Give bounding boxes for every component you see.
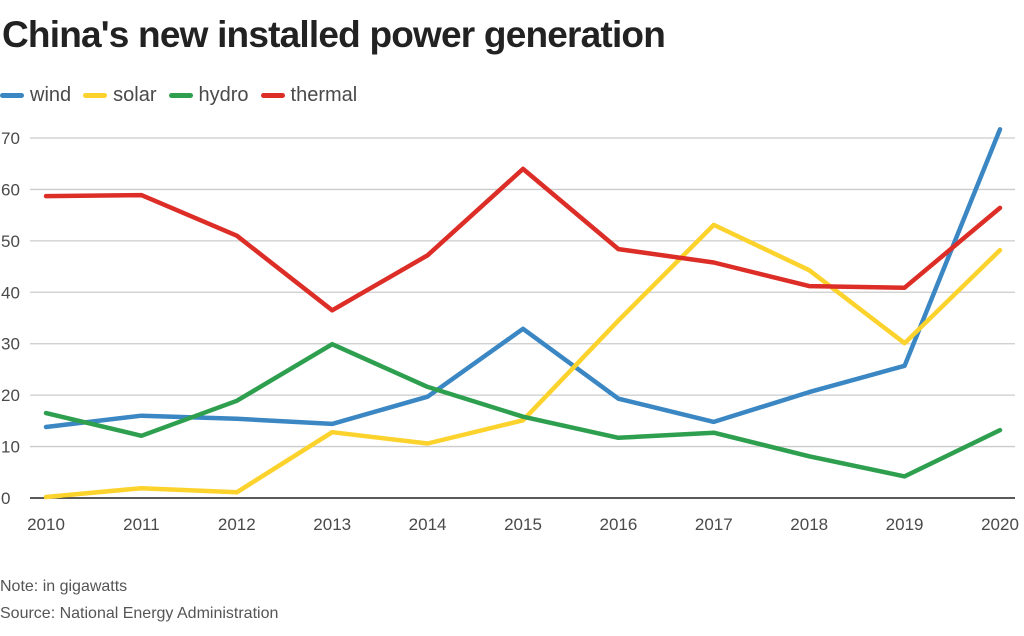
chart-title: China's new installed power generation bbox=[2, 14, 666, 55]
x-tick-label-2012: 2012 bbox=[218, 515, 256, 534]
x-tick-label-2020: 2020 bbox=[981, 515, 1019, 534]
y-tick-label-70: 70 bbox=[1, 129, 20, 148]
legend-label-hydro: hydro bbox=[198, 84, 249, 106]
legend-swatch-hydro bbox=[168, 93, 193, 98]
x-tick-label-2017: 2017 bbox=[695, 515, 733, 534]
x-tick-label-2013: 2013 bbox=[313, 515, 351, 534]
legend-label-wind: wind bbox=[30, 84, 72, 106]
legend-item-thermal: thermal bbox=[260, 84, 358, 107]
x-tick-label-2010: 2010 bbox=[27, 515, 65, 534]
legend: wind solar hydro thermal bbox=[0, 84, 369, 107]
y-tick-label-10: 10 bbox=[1, 438, 20, 457]
y-tick-label-30: 30 bbox=[1, 335, 20, 354]
legend-swatch-solar bbox=[83, 93, 108, 98]
series-line-solar bbox=[43, 222, 1003, 500]
note-text: Note: in gigawatts bbox=[0, 578, 128, 595]
x-tick-label-2011: 2011 bbox=[123, 515, 160, 534]
x-tick-label-2016: 2016 bbox=[599, 515, 637, 534]
y-tick-label-60: 60 bbox=[1, 180, 20, 199]
y-tick-label-0: 0 bbox=[1, 489, 10, 508]
series-line-hydro bbox=[43, 341, 1003, 479]
x-tick-label-2015: 2015 bbox=[504, 515, 542, 534]
legend-item-hydro: hydro bbox=[168, 84, 249, 107]
y-tick-label-40: 40 bbox=[1, 283, 20, 302]
legend-swatch-thermal bbox=[260, 93, 285, 98]
x-tick-label-2018: 2018 bbox=[790, 515, 828, 534]
y-tick-label-20: 20 bbox=[1, 386, 20, 405]
legend-item-wind: wind bbox=[0, 84, 71, 107]
x-tick-label-2014: 2014 bbox=[409, 515, 447, 534]
legend-swatch-wind bbox=[0, 93, 24, 98]
legend-item-solar: solar bbox=[83, 84, 157, 107]
legend-label-solar: solar bbox=[113, 84, 157, 106]
legend-label-thermal: thermal bbox=[290, 84, 358, 106]
series-line-thermal bbox=[43, 166, 1003, 313]
y-tick-label-50: 50 bbox=[1, 232, 20, 251]
series-line-wind bbox=[43, 127, 1003, 430]
source-text: Source: National Energy Administration bbox=[0, 605, 279, 622]
x-tick-label-2019: 2019 bbox=[886, 515, 924, 534]
